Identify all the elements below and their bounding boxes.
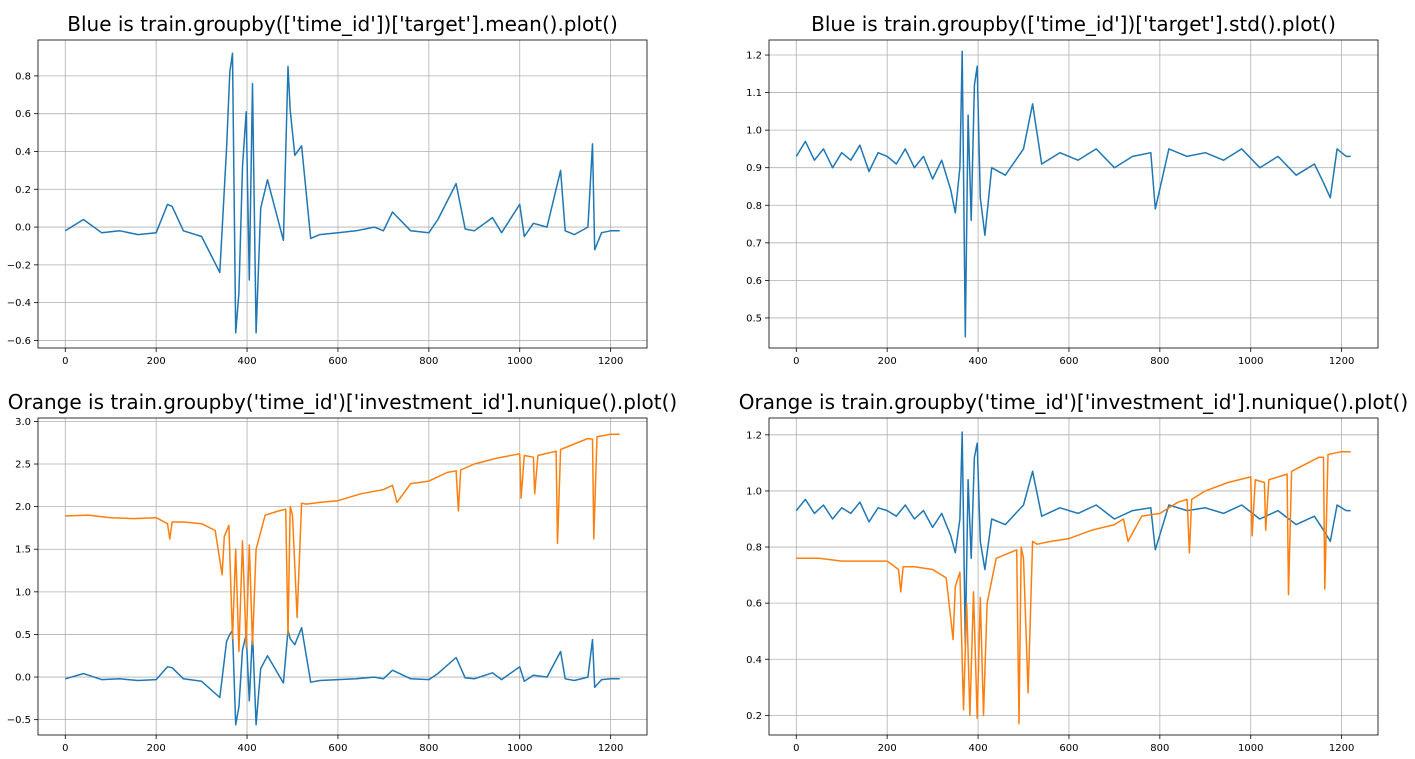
x-tick-label: 600 (328, 356, 347, 367)
chart-3: Orange is train.groupby('time_id')['inve… (7, 390, 678, 754)
series-line-blue (795, 50, 1351, 338)
x-tick-label: 1200 (1329, 743, 1354, 754)
y-tick-label: 2.5 (15, 460, 31, 471)
chart-title: Orange is train.groupby('time_id')['inve… (8, 390, 677, 414)
y-tick-label: 0.7 (746, 238, 762, 249)
y-tick-label: 1.1 (746, 88, 762, 99)
y-tick-label: 0.6 (746, 276, 762, 287)
x-tick-label: 0 (793, 356, 799, 367)
chart-2: Blue is train.groupby(['time_id'])['targ… (746, 12, 1379, 367)
x-tick-label: 0 (62, 356, 68, 367)
x-tick-label: 400 (238, 356, 257, 367)
series-line-blue (795, 431, 1351, 646)
chart-title: Blue is train.groupby(['time_id'])['targ… (811, 12, 1336, 36)
y-tick-label: −0.5 (7, 715, 31, 726)
y-tick-label: 0.0 (15, 673, 31, 684)
x-tick-label: 600 (1059, 743, 1078, 754)
plot-frame (37, 417, 648, 736)
series-line-orange (796, 450, 1351, 725)
y-tick-label: 0.8 (746, 543, 762, 554)
y-tick-label: 0.2 (746, 711, 762, 722)
y-tick-label: −0.2 (7, 260, 31, 271)
y-tick-label: 0.4 (746, 655, 762, 666)
y-tick-label: 0.6 (15, 109, 31, 120)
y-tick-label: 0.8 (746, 201, 762, 212)
y-tick-label: 3.0 (15, 417, 31, 428)
chart-1: Blue is train.groupby(['time_id'])['targ… (7, 12, 648, 367)
y-tick-label: 0.9 (746, 163, 762, 174)
x-tick-label: 400 (969, 743, 988, 754)
y-tick-label: 1.2 (746, 51, 762, 62)
x-tick-label: 800 (1150, 356, 1169, 367)
x-tick-label: 1000 (1238, 743, 1263, 754)
plot-frame (37, 39, 648, 349)
y-tick-label: −0.4 (7, 298, 31, 309)
y-tick-label: 0.0 (15, 223, 31, 234)
x-tick-label: 200 (878, 356, 897, 367)
x-tick-label: 1000 (507, 356, 532, 367)
series-line-blue (64, 52, 620, 334)
y-tick-label: 1.0 (746, 126, 762, 137)
y-tick-label: −0.6 (7, 336, 31, 347)
x-tick-label: 1000 (507, 743, 532, 754)
y-tick-label: 1.0 (15, 587, 31, 598)
plot-frame (768, 417, 1379, 736)
x-tick-label: 600 (1059, 356, 1078, 367)
x-tick-label: 200 (878, 743, 897, 754)
y-tick-label: 0.2 (15, 185, 31, 196)
x-tick-label: 400 (969, 356, 988, 367)
x-tick-label: 800 (1150, 743, 1169, 754)
x-tick-label: 400 (238, 743, 257, 754)
series-line-blue (65, 626, 620, 726)
y-tick-label: 0.6 (746, 599, 762, 610)
chart-4: Orange is train.groupby('time_id')['inve… (739, 390, 1408, 754)
x-tick-label: 200 (147, 743, 166, 754)
x-tick-label: 1000 (1238, 356, 1263, 367)
x-tick-label: 800 (419, 743, 438, 754)
chart-title: Blue is train.groupby(['time_id'])['targ… (67, 12, 618, 36)
y-tick-label: 1.2 (746, 430, 762, 441)
y-tick-label: 0.5 (746, 313, 762, 324)
x-tick-label: 0 (793, 743, 799, 754)
y-tick-label: 1.0 (746, 486, 762, 497)
y-tick-label: 0.8 (15, 71, 31, 82)
x-tick-label: 200 (147, 356, 166, 367)
x-tick-label: 800 (419, 356, 438, 367)
x-tick-label: 1200 (598, 743, 623, 754)
y-tick-label: 2.0 (15, 502, 31, 513)
x-tick-label: 1200 (598, 356, 623, 367)
chart-title: Orange is train.groupby('time_id')['inve… (739, 390, 1408, 414)
y-tick-label: 0.5 (15, 630, 31, 641)
x-tick-label: 1200 (1329, 356, 1354, 367)
plot-frame (768, 39, 1379, 349)
y-tick-label: 1.5 (15, 545, 31, 556)
x-tick-label: 600 (328, 743, 347, 754)
y-tick-label: 0.4 (15, 147, 31, 158)
series-line-orange (65, 433, 620, 653)
x-tick-label: 0 (62, 743, 68, 754)
